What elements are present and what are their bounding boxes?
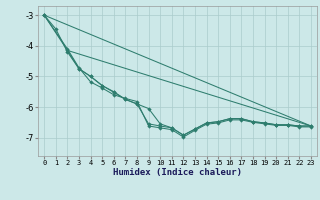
X-axis label: Humidex (Indice chaleur): Humidex (Indice chaleur) xyxy=(113,168,242,177)
